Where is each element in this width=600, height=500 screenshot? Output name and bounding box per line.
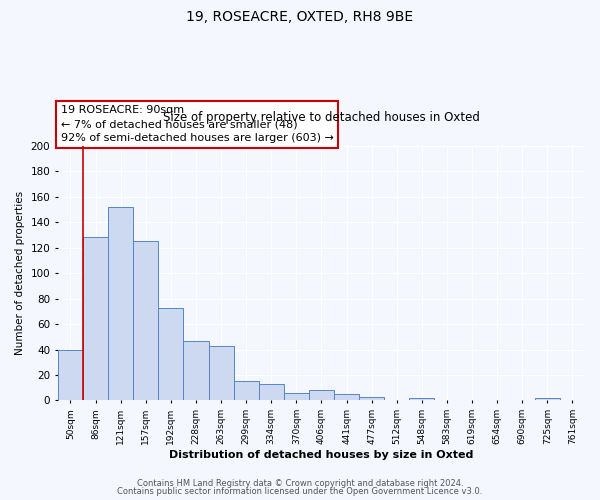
Bar	[409, 398, 434, 400]
Text: 19 ROSEACRE: 90sqm
← 7% of detached houses are smaller (48)
92% of semi-detached: 19 ROSEACRE: 90sqm ← 7% of detached hous…	[61, 106, 334, 144]
Bar	[184, 340, 209, 400]
Bar	[284, 393, 309, 400]
Bar	[209, 346, 233, 401]
Bar	[83, 238, 108, 400]
X-axis label: Distribution of detached houses by size in Oxted: Distribution of detached houses by size …	[169, 450, 473, 460]
Bar	[233, 382, 259, 400]
Bar	[259, 384, 284, 400]
Bar	[58, 350, 83, 401]
Bar	[309, 390, 334, 400]
Text: Contains public sector information licensed under the Open Government Licence v3: Contains public sector information licen…	[118, 487, 482, 496]
Bar	[158, 308, 184, 400]
Bar	[334, 394, 359, 400]
Bar	[133, 242, 158, 400]
Bar	[359, 396, 384, 400]
Title: Size of property relative to detached houses in Oxted: Size of property relative to detached ho…	[163, 111, 480, 124]
Y-axis label: Number of detached properties: Number of detached properties	[15, 191, 25, 355]
Bar	[535, 398, 560, 400]
Bar	[108, 207, 133, 400]
Text: 19, ROSEACRE, OXTED, RH8 9BE: 19, ROSEACRE, OXTED, RH8 9BE	[187, 10, 413, 24]
Text: Contains HM Land Registry data © Crown copyright and database right 2024.: Contains HM Land Registry data © Crown c…	[137, 478, 463, 488]
